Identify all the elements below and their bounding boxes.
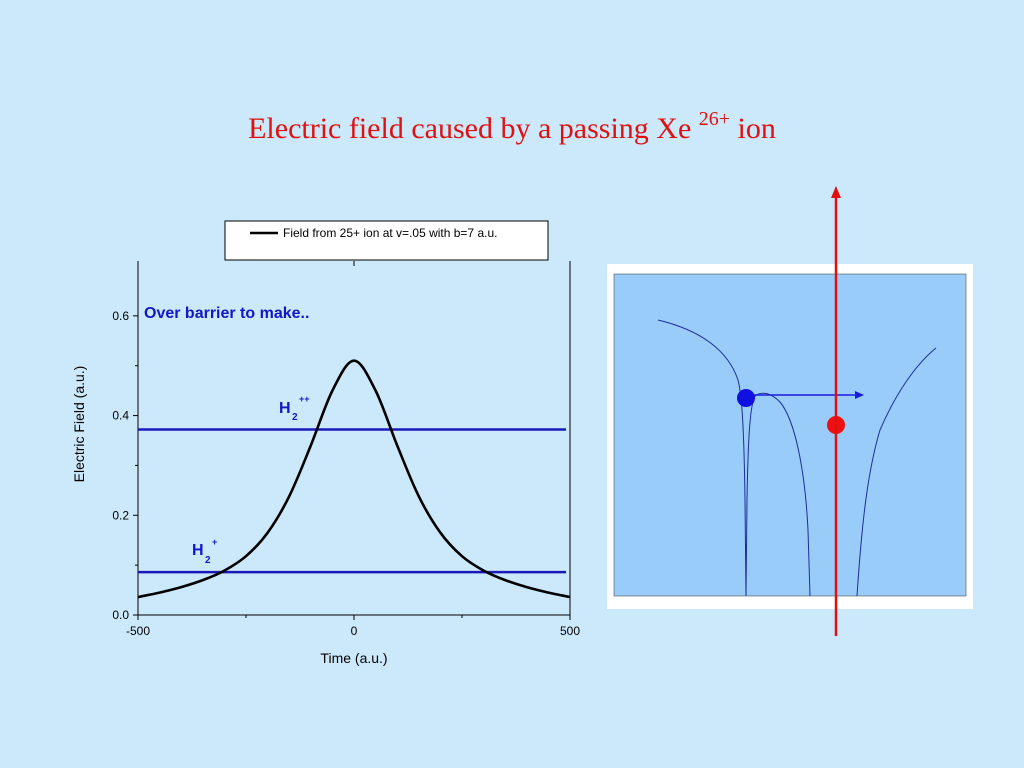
potential-curve-middle [745,392,811,597]
potential-curve-left [657,319,747,597]
threshold-label-main: H [279,400,291,417]
threshold-label-main: H [192,542,204,559]
threshold-label-h2p: H 2 + [192,537,217,566]
legend: Field from 25+ ion at v=.05 with b=7 a.u… [224,220,549,261]
annotation-text: Over barrier to make.. [144,305,309,322]
electron-marker-left [737,389,755,407]
y-tick-label: 0.0 [112,608,129,622]
legend-entry: Field from 25+ ion at v=.05 with b=7 a.u… [283,226,497,240]
threshold-label-sup: + [212,537,217,547]
threshold-lines [138,428,566,574]
x-axis-label: Time (a.u.) [320,650,387,666]
x-tick-label: -500 [126,624,150,638]
y-tick-label: 0.2 [112,508,129,522]
title-prefix: Electric field caused by a passing Xe [248,112,692,145]
threshold-label-sub: 2 [292,412,298,423]
x-tick-label: 500 [560,624,580,638]
slide-title: Electric field caused by a passing Xe 26… [0,108,1024,146]
potential-diagram [607,186,973,636]
legend-box [224,220,549,261]
axis-ticks: 0.0 0.2 0.4 0.6 -500 0 500 [112,261,580,638]
diagram-panel [613,273,967,597]
y-tick-label: 0.6 [112,309,129,323]
series-line [137,359,571,599]
ion-arrow-head-icon [831,186,841,198]
threshold-label-sup: ++ [299,394,310,404]
x-tick-label: 0 [351,624,358,638]
potential-curve-right [856,347,937,597]
title-superscript: 26+ [698,108,731,130]
threshold-label-h2pp: H 2 ++ [279,394,310,423]
y-tick-label: 0.4 [112,409,129,423]
threshold-label-sub: 2 [205,555,211,566]
y-axis-label: Electric Field (a.u.) [71,366,87,483]
arrow-head-icon [855,391,864,399]
title-suffix: ion [737,112,776,145]
